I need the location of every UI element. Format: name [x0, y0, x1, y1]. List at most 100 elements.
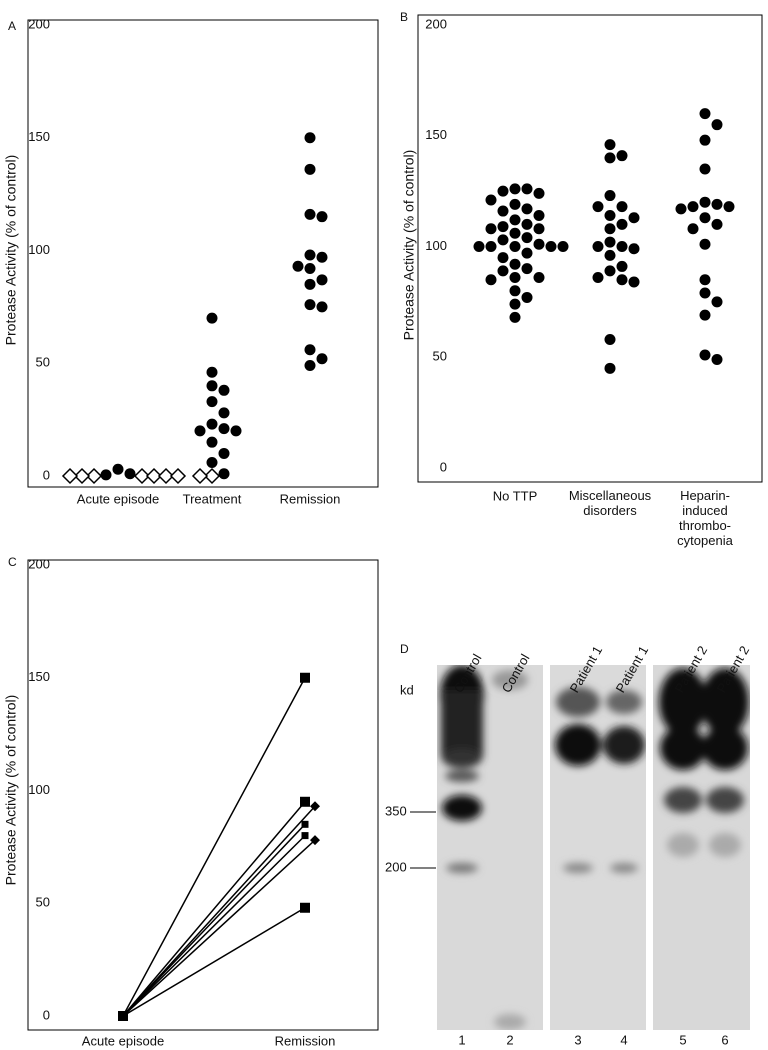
dot: [304, 249, 316, 261]
connector: [122, 907, 306, 1017]
dot: [711, 198, 723, 210]
y-tick-label: 200: [28, 556, 50, 571]
dot: [533, 272, 545, 284]
dot: [509, 214, 521, 226]
lane-number: 2: [506, 1032, 513, 1047]
x-tick-label: Treatment: [183, 491, 242, 506]
dot: [304, 299, 316, 311]
dot: [604, 139, 616, 151]
dot: [616, 241, 628, 252]
dot: [304, 163, 316, 175]
dot: [604, 223, 616, 235]
dot: [533, 223, 545, 235]
y-tick-label: 0: [43, 1007, 50, 1022]
open-diamond: [169, 467, 187, 485]
dot: [521, 263, 533, 275]
dot: [628, 276, 640, 288]
dot: [604, 152, 616, 164]
dot: [218, 447, 230, 459]
dot: [604, 334, 616, 346]
y-tick-label: 150: [28, 669, 50, 684]
dot: [497, 252, 509, 264]
dot: [604, 265, 616, 277]
dot: [545, 241, 557, 252]
dot: [604, 209, 616, 221]
connector: [122, 839, 316, 1017]
dot: [509, 272, 521, 284]
dot: [497, 221, 509, 233]
dot: [699, 349, 711, 361]
y-tick-label: 100: [28, 242, 50, 257]
dot: [485, 274, 497, 286]
dot: [521, 203, 533, 215]
panel-label: B: [400, 10, 408, 24]
dot: [557, 241, 569, 252]
y-tick-label: 0: [43, 467, 50, 482]
dot: [497, 185, 509, 197]
dot: [521, 218, 533, 230]
y-axis-label: kd: [400, 682, 414, 697]
connector: [122, 835, 306, 1017]
dot: [509, 285, 521, 297]
square: [300, 672, 310, 683]
lane-number: 1: [458, 1032, 465, 1047]
dot: [206, 456, 218, 468]
dot: [699, 274, 711, 286]
dot: [304, 278, 316, 290]
dot: [711, 119, 723, 131]
dot: [218, 407, 230, 419]
y-tick-label: 50: [36, 895, 50, 910]
open-diamond: [73, 467, 91, 485]
dot: [628, 243, 640, 255]
dot: [206, 380, 218, 392]
x-tick-label: Remission: [275, 1033, 336, 1048]
lane-number: 5: [679, 1032, 686, 1047]
dot: [604, 190, 616, 202]
dot: [533, 187, 545, 199]
dot: [509, 311, 521, 323]
dot: [316, 211, 328, 223]
dot: [509, 258, 521, 270]
square: [300, 902, 310, 913]
open-diamond: [157, 467, 175, 485]
y-tick-label: 50: [433, 349, 447, 364]
dot: [616, 274, 628, 286]
panel-label: C: [8, 555, 17, 569]
dot: [304, 344, 316, 356]
dot: [497, 234, 509, 246]
dot: [628, 212, 640, 224]
y-tick-label: 200: [425, 16, 447, 31]
plot-frame: [27, 19, 379, 488]
y-tick-label: 0: [440, 459, 447, 474]
dot: [699, 196, 711, 208]
dot: [497, 205, 509, 217]
dot: [616, 201, 628, 213]
diamond: [310, 801, 320, 812]
x-tick-label: Acute episode: [77, 491, 159, 506]
lane-number: 4: [620, 1032, 627, 1047]
dot: [592, 201, 604, 213]
x-tick-label: Remission: [280, 491, 341, 506]
panel-label: D: [400, 642, 409, 656]
dot: [675, 203, 687, 215]
size-marker-label: 350: [385, 803, 407, 818]
open-diamond: [85, 467, 103, 485]
lane-number: 3: [574, 1032, 581, 1047]
dot: [521, 291, 533, 303]
size-marker-label: 200: [385, 859, 407, 874]
gel-image: [437, 665, 750, 1030]
dot: [521, 247, 533, 259]
dot: [206, 396, 218, 408]
dot: [616, 260, 628, 272]
dot: [112, 463, 124, 475]
dot: [699, 238, 711, 250]
square: [300, 796, 310, 807]
connector: [122, 677, 306, 1017]
open-diamond: [61, 467, 79, 485]
dot: [218, 468, 230, 480]
dot: [711, 353, 723, 365]
dot: [316, 301, 328, 313]
y-tick-label: 50: [36, 355, 50, 370]
dot: [206, 312, 218, 324]
dot: [699, 163, 711, 175]
